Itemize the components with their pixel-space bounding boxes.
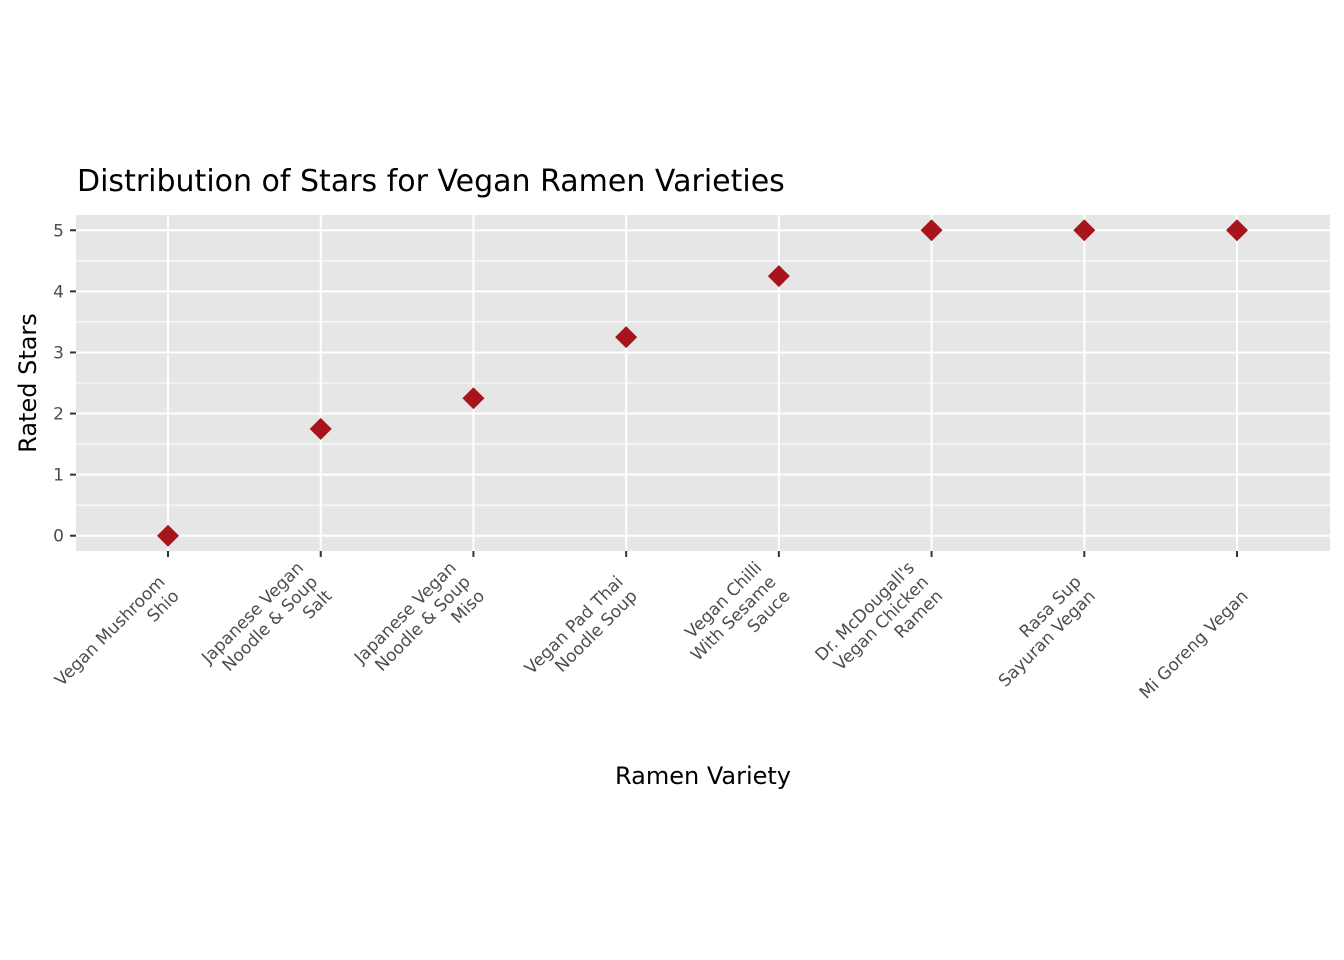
data-point (1073, 219, 1096, 242)
y-tick-label: 5 (53, 221, 64, 241)
major-gridlines (76, 215, 1330, 551)
data-points (157, 219, 1248, 547)
chart-title: Distribution of Stars for Vegan Ramen Va… (77, 164, 785, 199)
x-tick-label: Vegan Pad ThaiNoodle Soup (521, 572, 642, 693)
y-axis-ticks: 0 1 2 3 4 5 (53, 221, 76, 547)
data-point (157, 524, 179, 547)
x-tick-label: Vegan MushroomShio (51, 572, 183, 704)
data-point (767, 265, 790, 288)
y-tick-label: 4 (53, 282, 64, 302)
x-axis-title: Ramen Variety (615, 762, 791, 790)
y-tick-label: 0 (53, 527, 64, 547)
x-axis-ticks: Vegan MushroomShio Japanese VeganNoodle &… (51, 551, 1253, 704)
x-tick-label: Rasa SupSayuran Vegan (981, 572, 1100, 691)
data-point (920, 219, 943, 242)
y-tick-label: 1 (53, 466, 64, 486)
x-tick-label: Dr. McDougall'sVegan ChickenRamen (811, 558, 947, 694)
y-axis-title: Rated Stars (14, 313, 42, 453)
x-tick-label-line: Vegan Mushroom (51, 572, 169, 690)
x-tick-label: Mi Goreng Vegan (1136, 586, 1253, 703)
x-tick-label: Vegan ChilliWith SesameSauce (673, 558, 794, 679)
x-tick-label-line: Mi Goreng Vegan (1136, 586, 1253, 703)
x-tick-label: Japanese VeganNoodle & SoupMiso (350, 558, 489, 697)
data-point (309, 417, 332, 440)
y-tick-label: 2 (53, 405, 64, 425)
y-tick-label: 3 (53, 343, 64, 363)
data-point (462, 387, 485, 410)
x-tick-label: Japanese VeganNoodle & SoupSalt (197, 558, 336, 697)
minor-gridlines (76, 260, 1330, 506)
data-point (615, 326, 638, 349)
data-point (1226, 219, 1248, 242)
